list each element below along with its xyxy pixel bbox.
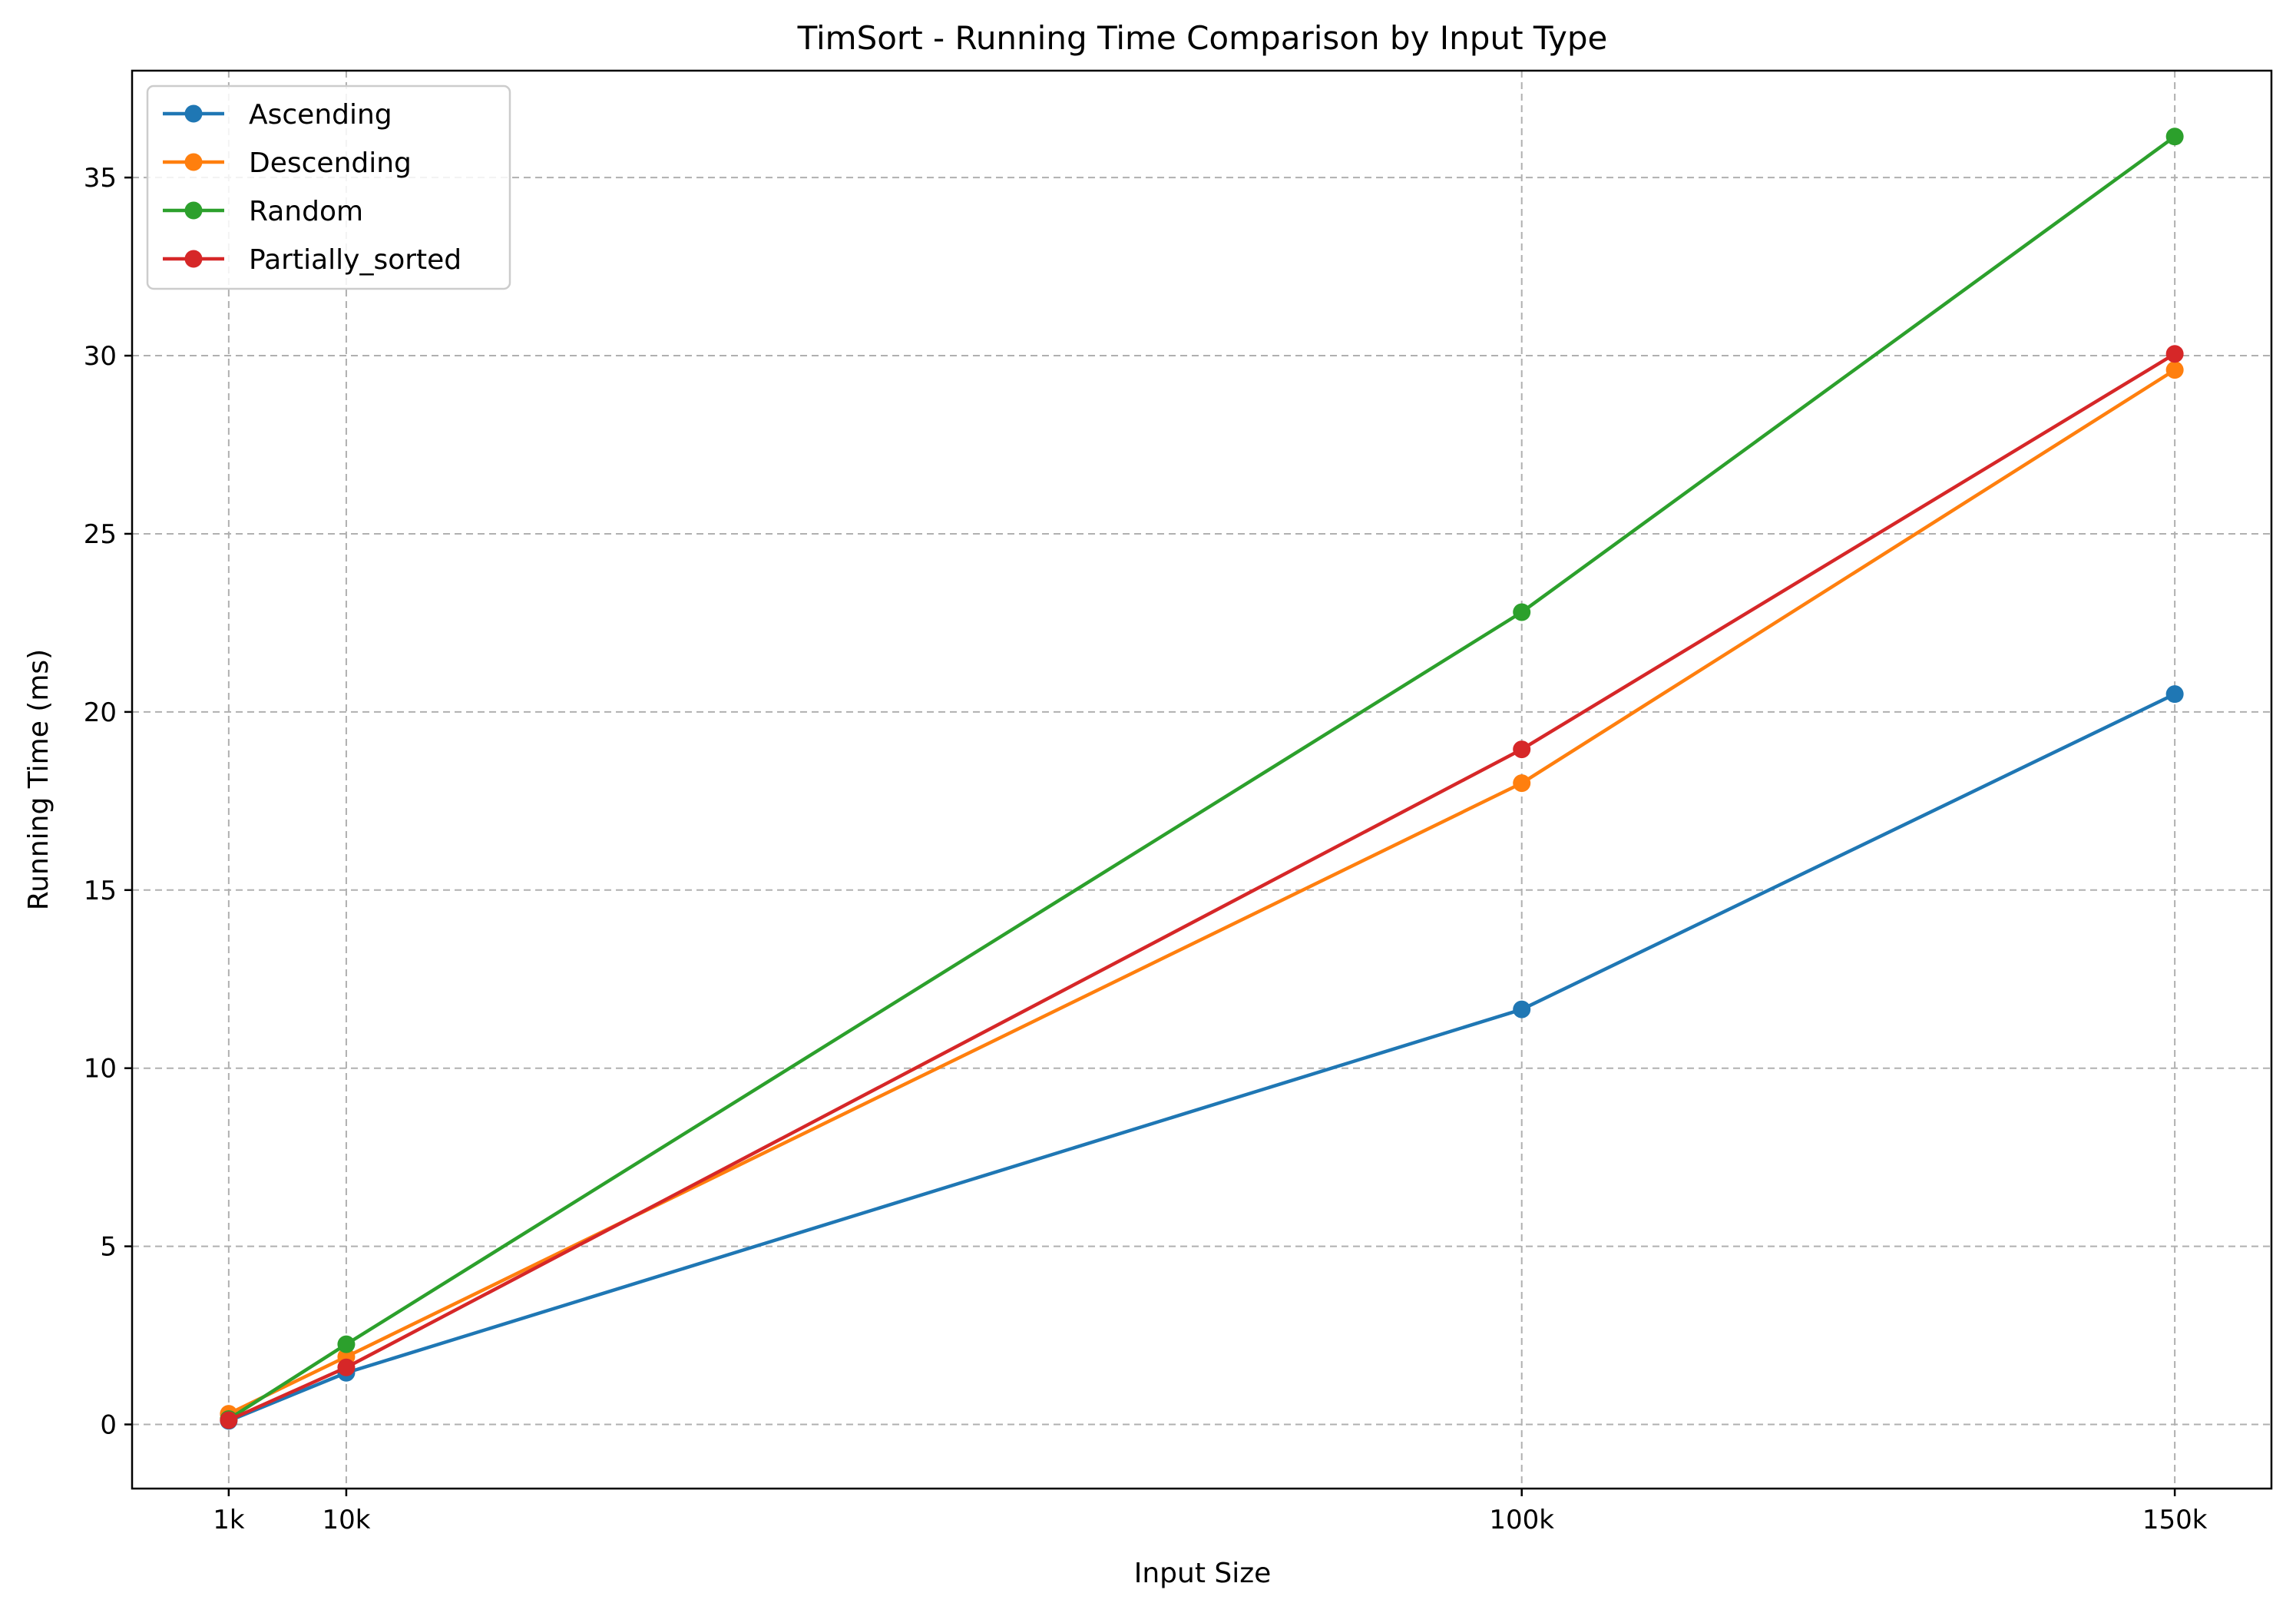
- series-partially-sorted: [220, 345, 2184, 1429]
- legend-marker: [184, 104, 203, 123]
- x-tick-label: 10k: [322, 1505, 370, 1535]
- y-tick-label: 5: [100, 1232, 117, 1263]
- series-line: [227, 134, 2176, 1421]
- legend-item: Random: [163, 196, 363, 227]
- y-tick-label: 20: [84, 697, 117, 728]
- x-tick-label: 150k: [2142, 1505, 2208, 1535]
- data-point: [1513, 603, 1531, 621]
- legend-label: Descending: [249, 147, 412, 179]
- x-axis-label: Input Size: [1134, 1558, 1272, 1589]
- data-point: [1513, 1000, 1531, 1018]
- data-point: [220, 1411, 238, 1429]
- series-line: [228, 692, 2176, 1423]
- legend-label: Ascending: [249, 99, 392, 131]
- data-point: [1513, 774, 1531, 793]
- data-point: [2165, 361, 2184, 379]
- data-point: [337, 1358, 356, 1376]
- series-descending: [220, 361, 2184, 1423]
- y-tick-label: 0: [100, 1410, 117, 1441]
- legend-marker: [184, 250, 203, 268]
- y-tick-label: 15: [84, 876, 117, 906]
- plot-frame: [131, 69, 2273, 1490]
- data-point: [2165, 685, 2184, 704]
- legend-item: Descending: [163, 147, 412, 179]
- y-tick-label: 10: [84, 1054, 117, 1085]
- y-axis-label: Running Time (ms): [23, 649, 55, 910]
- series-ascending: [220, 685, 2184, 1430]
- series-line: [227, 352, 2176, 1422]
- series-random: [220, 128, 2184, 1429]
- legend-box: [146, 84, 511, 290]
- series-layer: [220, 128, 2184, 1430]
- legend-marker: [184, 153, 203, 171]
- legend-item: Partially_sorted: [163, 244, 462, 276]
- y-tick-label: 25: [84, 519, 117, 550]
- legend: Ascending Descending Random Partially_sorte…: [146, 84, 511, 290]
- chart-title: TimSort - Running Time Comparison by Inp…: [797, 19, 1608, 57]
- y-tick-label: 35: [84, 163, 117, 194]
- data-point: [2165, 345, 2184, 363]
- y-tick-label: 30: [84, 341, 117, 372]
- data-point: [2165, 128, 2184, 146]
- legend-item: Ascending: [163, 99, 392, 131]
- x-tick-label: 100k: [1489, 1505, 1554, 1535]
- data-point: [1513, 740, 1531, 759]
- series-line: [227, 368, 2176, 1416]
- legend-label: Partially_sorted: [249, 244, 462, 276]
- axis-ticks: 0 5 10 15 20 25 30 35 1k 10k 100k 150k: [84, 163, 2208, 1535]
- legend-marker: [184, 201, 203, 220]
- legend-label: Random: [249, 196, 363, 227]
- x-tick-label: 1k: [213, 1505, 245, 1535]
- data-point: [337, 1335, 356, 1353]
